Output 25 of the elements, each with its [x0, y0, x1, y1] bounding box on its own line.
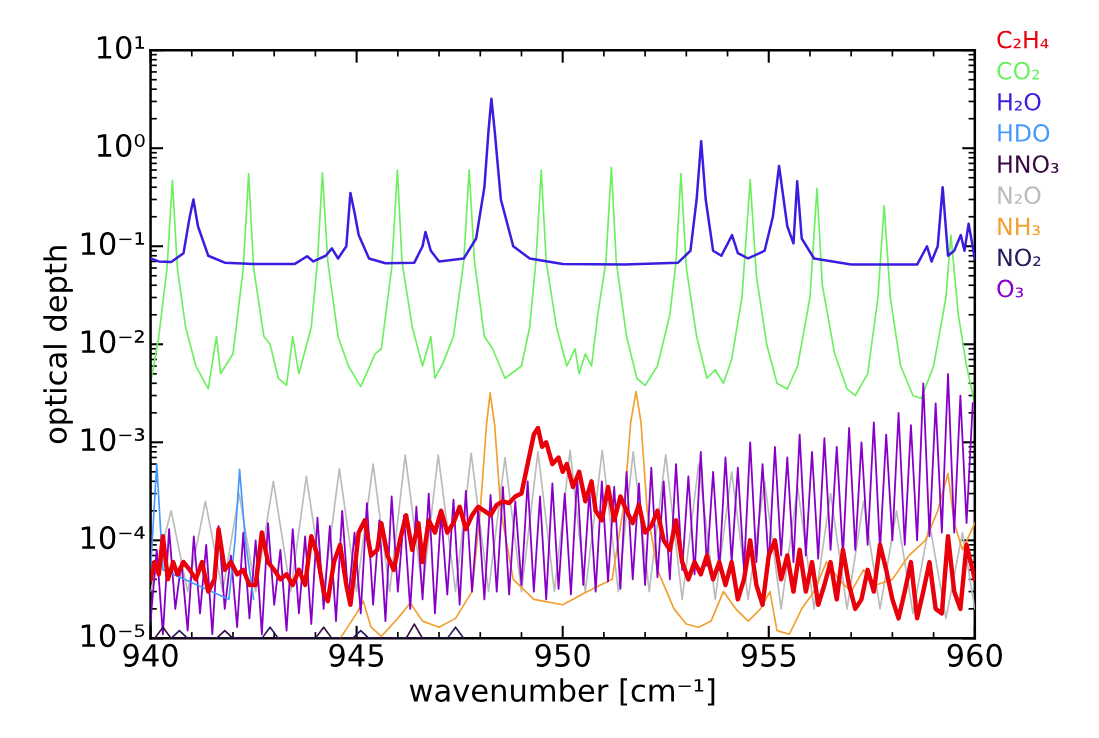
text: N₂O	[998, 186, 1041, 205]
x-tick-label: 950	[535, 643, 590, 667]
x-axis-title: wavenumber [cm⁻¹]	[409, 678, 715, 706]
y-tick-label: 10⁻²	[81, 330, 144, 354]
y-tick-label: 10⁻¹	[81, 232, 145, 256]
text: O₃	[997, 279, 1023, 298]
line-series	[150, 372, 974, 636]
text: HNO₃	[998, 155, 1059, 173]
y-tick-label: 10⁻⁴	[81, 526, 145, 550]
x-tick-label: 955	[741, 643, 796, 667]
y-tick-label: 10⁰	[97, 133, 145, 158]
y-axis-title: optical depth	[43, 246, 73, 444]
text: CO₂	[997, 61, 1040, 80]
text: NH₃	[998, 217, 1040, 236]
y-tick-label: 10⁻³	[81, 428, 145, 452]
line-series	[339, 390, 975, 639]
x-tick-label: 960	[947, 643, 1002, 667]
x-tick-label: 945	[329, 643, 384, 667]
text: C₂H₄	[997, 30, 1049, 49]
line-series	[150, 97, 975, 266]
text: HDO	[998, 124, 1050, 142]
text: H₂O	[998, 92, 1041, 111]
y-tick-label: 10¹	[97, 35, 145, 60]
line-series	[150, 463, 255, 601]
text: NO₂	[998, 248, 1041, 267]
